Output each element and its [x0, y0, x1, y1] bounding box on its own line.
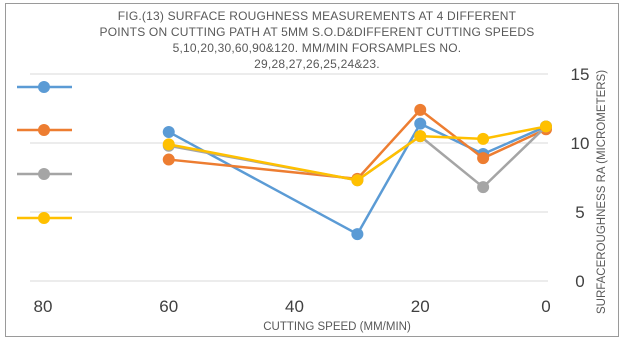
legend-marker-1: [38, 81, 50, 93]
chart-title-line-3: 5,10,20,30,60,90&120. MM/MIN FORSAMPLES …: [173, 41, 462, 55]
series-4: [162, 120, 552, 187]
series-2-line: [168, 108, 547, 181]
legend-entry-1: [17, 81, 72, 93]
legend-entry-2: [17, 124, 72, 136]
series-1-point-1: [351, 228, 364, 241]
series-4-point-1: [351, 174, 364, 187]
y-tick-label-1: 5: [575, 203, 584, 222]
x-tick-label-4: 0: [541, 297, 550, 316]
series-2-point-2: [414, 103, 427, 116]
chart-title-line-4: 29,28,27,26,25,24&23.: [254, 57, 380, 71]
y-axis-ticks: 0 5 10 15: [571, 65, 590, 291]
series-2-point-3: [477, 152, 490, 165]
legend-marker-4: [38, 212, 50, 224]
legend-marker-2: [38, 124, 50, 136]
legend: [17, 81, 72, 224]
legend-entry-4: [17, 212, 72, 224]
series-4-point-0: [162, 138, 175, 151]
legend-entry-3: [17, 168, 72, 180]
series-4-line: [168, 125, 547, 182]
y-tick-label-0: 0: [575, 272, 584, 291]
series-1-point-2: [414, 117, 427, 130]
series-2-point-0: [162, 153, 175, 166]
gridlines: [30, 73, 548, 282]
y-tick-label-3: 15: [571, 65, 590, 84]
series-3-point-3: [477, 181, 490, 194]
series-4-point-3: [477, 132, 490, 145]
y-tick-label-2: 10: [571, 134, 590, 153]
x-axis-title: CUTTING SPEED (MM/MIN): [263, 321, 411, 333]
x-tick-label-1: 60: [159, 297, 178, 316]
legend-marker-3: [38, 168, 50, 180]
chart-title-line-2: POINTS ON CUTTING PATH AT 5MM S.O.D&DIFF…: [100, 25, 535, 39]
series-4-point-4: [540, 120, 552, 133]
x-tick-label-0: 80: [34, 297, 53, 316]
x-tick-label-2: 40: [285, 297, 304, 316]
series-1-point-0: [162, 125, 175, 138]
series-2: [162, 103, 552, 185]
x-axis-ticks: 80 60 40 20 0: [34, 297, 551, 316]
chart-title: FIG.(13) SURFACE ROUGHNESS MEASUREMENTS …: [100, 9, 535, 71]
y-axis-title: SURFACEROUGHNESS RA (MICROMETERS): [596, 70, 608, 314]
series-4-point-2: [414, 130, 427, 143]
x-tick-label-3: 20: [411, 297, 430, 316]
chart-title-line-1: FIG.(13) SURFACE ROUGHNESS MEASUREMENTS …: [118, 9, 517, 23]
series-lines: [162, 103, 552, 241]
